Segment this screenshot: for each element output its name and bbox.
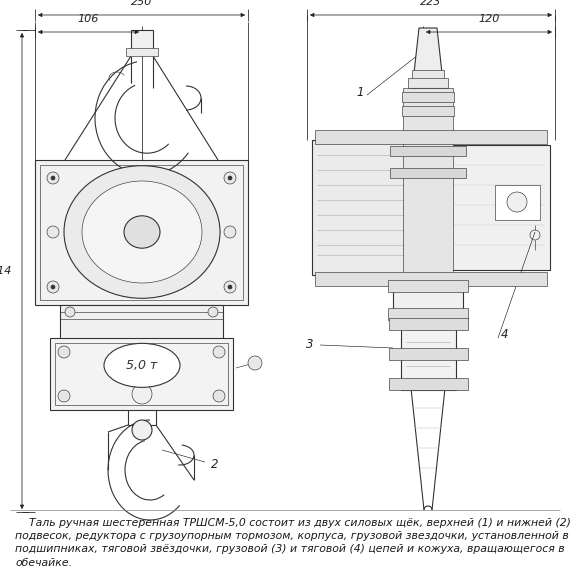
Circle shape — [132, 420, 152, 440]
Text: 4: 4 — [501, 328, 509, 341]
Bar — [408, 78, 448, 88]
Circle shape — [47, 226, 59, 238]
Text: 250: 250 — [131, 0, 152, 7]
Bar — [40, 165, 243, 300]
Bar — [393, 280, 463, 320]
Bar — [389, 378, 468, 390]
Circle shape — [65, 307, 75, 317]
Text: 106: 106 — [78, 14, 99, 24]
Circle shape — [213, 346, 225, 358]
Bar — [428, 145, 550, 270]
Bar — [390, 146, 466, 156]
Circle shape — [224, 281, 236, 293]
Text: Таль ручная шестеренная ТРШСМ-5,0 состоит из двух силовых щёк, верхней (1) и ниж: Таль ручная шестеренная ТРШСМ-5,0 состои… — [15, 518, 570, 568]
Bar — [412, 70, 444, 80]
Text: 3: 3 — [306, 339, 314, 352]
Text: 120: 120 — [478, 14, 500, 24]
Bar — [390, 168, 466, 178]
Ellipse shape — [124, 216, 160, 248]
Bar — [131, 30, 153, 50]
Bar — [403, 88, 453, 280]
Bar — [410, 88, 446, 120]
Circle shape — [47, 281, 59, 293]
Bar — [60, 305, 223, 340]
Polygon shape — [414, 28, 442, 73]
Circle shape — [228, 285, 232, 289]
Bar — [388, 280, 468, 292]
Bar — [401, 318, 456, 390]
Bar — [55, 343, 228, 405]
Ellipse shape — [64, 166, 220, 298]
Bar — [315, 130, 547, 144]
Bar — [126, 48, 158, 56]
Circle shape — [213, 390, 225, 402]
Bar — [389, 318, 468, 330]
Text: 5,0 т: 5,0 т — [127, 359, 158, 372]
Circle shape — [208, 307, 218, 317]
Circle shape — [51, 285, 55, 289]
Bar — [35, 160, 248, 305]
Circle shape — [224, 226, 236, 238]
Bar — [315, 272, 547, 286]
Circle shape — [58, 390, 70, 402]
Circle shape — [248, 356, 262, 370]
Circle shape — [224, 172, 236, 184]
Text: 2: 2 — [211, 458, 219, 471]
Bar — [402, 92, 454, 102]
Ellipse shape — [104, 343, 180, 388]
Ellipse shape — [82, 181, 202, 283]
Circle shape — [47, 172, 59, 184]
Circle shape — [507, 192, 527, 212]
Bar — [50, 338, 233, 410]
Circle shape — [58, 346, 70, 358]
Bar — [495, 185, 540, 220]
Circle shape — [228, 176, 232, 180]
Text: 223: 223 — [420, 0, 442, 7]
Bar — [389, 348, 468, 360]
Circle shape — [51, 176, 55, 180]
Bar — [402, 106, 454, 116]
Bar — [388, 308, 468, 320]
Circle shape — [132, 384, 152, 404]
Text: 714: 714 — [0, 266, 12, 276]
Bar — [312, 140, 423, 275]
Text: 1: 1 — [356, 86, 364, 99]
